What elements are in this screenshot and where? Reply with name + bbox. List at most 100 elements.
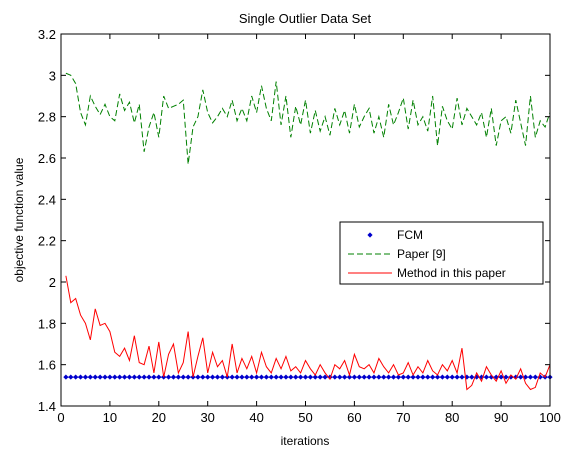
data-point-fcm (400, 374, 406, 380)
legend: FCM Paper [9] Method in this paper (339, 221, 544, 285)
y-tick-label: 3 (49, 68, 56, 83)
y-tick-label: 2.4 (38, 192, 56, 207)
data-point-fcm (146, 374, 152, 380)
data-point-fcm (288, 374, 294, 380)
data-point-fcm (449, 374, 455, 380)
x-tick-label: 20 (152, 410, 166, 425)
data-point-fcm (444, 374, 450, 380)
chart-title: Single Outlier Data Set (239, 11, 372, 26)
data-point-fcm (420, 374, 426, 380)
data-point-fcm (508, 374, 514, 380)
data-point-fcm (307, 374, 313, 380)
data-point-fcm (518, 374, 524, 380)
data-point-fcm (478, 374, 485, 380)
data-point-fcm (234, 374, 240, 380)
axis-ticks: 0 10 20 30 40 50 60 70 80 90 100 1.4 1.6 1.8 2 2.2 2.4 2.… (38, 27, 561, 425)
data-point-fcm (82, 374, 89, 380)
data-point-fcm (268, 374, 274, 380)
data-point-fcm (454, 374, 460, 380)
x-tick-label: 90 (494, 410, 508, 425)
x-tick-label: 10 (103, 410, 117, 425)
data-point-fcm (283, 374, 289, 380)
data-point-fcm (175, 374, 181, 380)
data-point-fcm (107, 374, 113, 380)
data-point-fcm (425, 374, 431, 380)
data-point-fcm (430, 374, 436, 380)
data-point-fcm (112, 374, 118, 380)
data-point-fcm (165, 374, 172, 380)
data-point-fcm (156, 374, 162, 380)
data-point-fcm (483, 374, 490, 380)
data-point-fcm (258, 374, 265, 380)
data-point-fcm (376, 374, 382, 380)
y-tick-label: 1.6 (38, 358, 56, 373)
x-tick-label: 0 (57, 410, 64, 425)
data-point-fcm (386, 374, 392, 380)
data-point-fcm (278, 374, 284, 380)
series-0 (63, 374, 553, 380)
data-point-fcm (249, 374, 255, 380)
data-point-fcm (469, 374, 475, 380)
data-point-fcm (77, 374, 84, 380)
data-point-fcm (244, 374, 250, 380)
data-point-fcm (293, 374, 299, 380)
data-point-fcm (63, 374, 69, 380)
x-tick-label: 60 (347, 410, 361, 425)
data-point-fcm (390, 374, 397, 380)
data-point-fcm (493, 374, 499, 380)
data-point-fcm (317, 374, 323, 380)
series-1 (65, 72, 551, 165)
legend-box (339, 221, 544, 285)
data-point-fcm (415, 374, 421, 380)
data-point-fcm (209, 374, 216, 380)
x-tick-label: 50 (298, 410, 312, 425)
data-point-fcm (312, 374, 318, 380)
data-point-fcm (254, 374, 260, 380)
data-point-fcm (366, 374, 372, 380)
legend-label: Paper [9] (397, 247, 446, 261)
data-point-fcm (302, 374, 309, 380)
plot-area (63, 72, 553, 391)
data-point-fcm (141, 374, 147, 380)
x-tick-label: 30 (200, 410, 214, 425)
data-point-fcm (97, 374, 103, 380)
data-point-fcm (117, 374, 123, 380)
data-point-fcm (92, 374, 98, 380)
data-point-fcm (381, 374, 387, 380)
data-point-fcm (322, 374, 328, 380)
legend-label: FCM (397, 228, 423, 242)
data-point-fcm (346, 374, 353, 380)
x-tick-label: 100 (539, 410, 561, 425)
data-point-fcm (498, 374, 504, 380)
data-point-fcm (513, 374, 519, 380)
y-tick-label: 1.4 (38, 399, 56, 414)
y-axis-label: objective function value (12, 157, 26, 282)
series-line-method (65, 275, 551, 391)
data-point-fcm (126, 374, 133, 380)
data-point-fcm (214, 374, 221, 380)
legend-label: Method in this paper (397, 266, 506, 280)
data-point-fcm (488, 374, 494, 380)
y-tick-label: 2 (49, 275, 56, 290)
data-point-fcm (131, 374, 137, 380)
data-point-fcm (239, 374, 245, 380)
y-tick-label: 2.6 (38, 151, 56, 166)
data-point-fcm (205, 374, 211, 380)
data-point-fcm (532, 374, 538, 380)
data-point-fcm (219, 374, 225, 380)
data-point-fcm (151, 374, 157, 380)
data-point-fcm (327, 374, 333, 380)
series-2 (65, 275, 551, 391)
data-point-fcm (73, 374, 79, 380)
x-tick-label: 40 (249, 410, 263, 425)
x-tick-label: 80 (445, 410, 459, 425)
data-point-fcm (337, 374, 343, 380)
data-point-fcm (405, 374, 411, 380)
data-point-fcm (439, 374, 446, 380)
data-point-fcm (356, 374, 362, 380)
legend-marker-fcm (367, 232, 373, 238)
series-line-paper9 (65, 72, 551, 165)
x-tick-label: 70 (396, 410, 410, 425)
data-point-fcm (195, 374, 201, 380)
